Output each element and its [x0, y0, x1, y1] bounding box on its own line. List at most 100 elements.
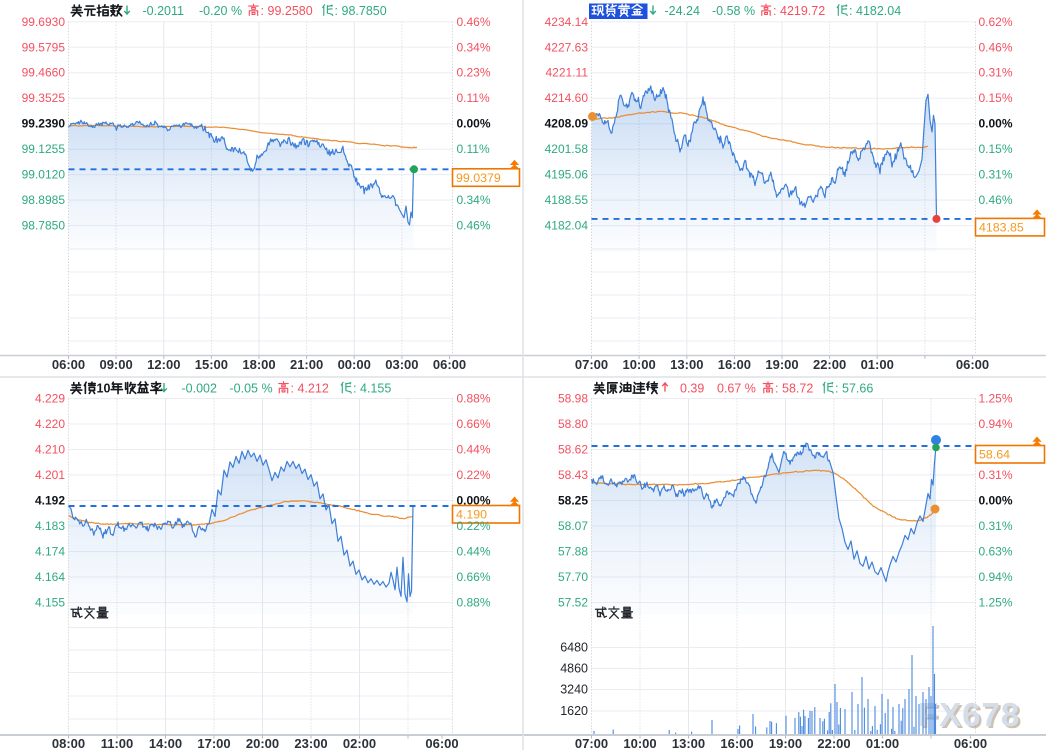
- svg-text:0.66%: 0.66%: [457, 417, 491, 431]
- svg-text:0.15%: 0.15%: [979, 142, 1013, 156]
- svg-text:0.46%: 0.46%: [457, 15, 491, 29]
- svg-text:0.11%: 0.11%: [457, 91, 490, 105]
- svg-text:1.25%: 1.25%: [979, 596, 1013, 610]
- svg-text:0.62%: 0.62%: [979, 15, 1013, 29]
- svg-text:0.39: 0.39: [680, 382, 704, 396]
- svg-text::: :: [353, 382, 356, 396]
- svg-text:-0.2011: -0.2011: [143, 4, 185, 18]
- svg-text:16:00: 16:00: [720, 736, 753, 750]
- svg-text:99.0120: 99.0120: [22, 168, 66, 182]
- svg-text:0.66%: 0.66%: [457, 570, 491, 584]
- svg-text:57.88: 57.88: [558, 545, 588, 559]
- svg-text:99.4660: 99.4660: [22, 66, 66, 80]
- svg-text:4182.04: 4182.04: [856, 4, 901, 18]
- svg-text:23:00: 23:00: [294, 736, 327, 750]
- svg-text:16:00: 16:00: [718, 357, 751, 372]
- svg-text:0.46%: 0.46%: [457, 219, 491, 233]
- svg-text:58.80: 58.80: [558, 417, 588, 431]
- svg-text:4227.63: 4227.63: [545, 40, 589, 54]
- svg-text:4.229: 4.229: [35, 392, 65, 406]
- svg-text:0.44%: 0.44%: [457, 545, 491, 559]
- svg-text:58.07: 58.07: [558, 519, 588, 533]
- svg-text:06:00: 06:00: [954, 736, 987, 750]
- svg-text:0.00%: 0.00%: [457, 117, 491, 131]
- svg-text:06:00: 06:00: [425, 736, 458, 750]
- svg-text:58.62: 58.62: [558, 443, 588, 457]
- svg-text::: :: [773, 4, 776, 18]
- svg-text:0.23%: 0.23%: [457, 66, 491, 80]
- svg-text:4.210: 4.210: [35, 443, 65, 457]
- svg-text:06:00: 06:00: [956, 357, 989, 372]
- svg-text:4.183: 4.183: [35, 519, 65, 533]
- svg-text:1620: 1620: [560, 704, 588, 718]
- svg-text:98.7850: 98.7850: [22, 219, 66, 233]
- svg-text:58.43: 58.43: [558, 468, 588, 482]
- svg-text:4182.04: 4182.04: [545, 219, 589, 233]
- svg-text:0.00%: 0.00%: [457, 494, 491, 508]
- svg-text:0.31%: 0.31%: [979, 168, 1013, 182]
- svg-text:4208.09: 4208.09: [545, 117, 589, 131]
- svg-text:0.67 %: 0.67 %: [717, 382, 756, 396]
- svg-text:99.5795: 99.5795: [22, 40, 66, 54]
- svg-text:17:00: 17:00: [197, 736, 230, 750]
- svg-text:22:00: 22:00: [813, 357, 846, 372]
- svg-text:13:00: 13:00: [670, 357, 703, 372]
- svg-text:0.46%: 0.46%: [979, 193, 1013, 207]
- svg-text:99.0379: 99.0379: [456, 171, 501, 185]
- svg-text:4.190: 4.190: [456, 508, 487, 522]
- svg-text:12:00: 12:00: [147, 357, 180, 372]
- svg-text:02:00: 02:00: [343, 736, 376, 750]
- svg-text:09:00: 09:00: [99, 357, 132, 372]
- svg-text:99.2580: 99.2580: [268, 4, 313, 18]
- svg-text:4.201: 4.201: [35, 468, 65, 482]
- svg-text::: :: [835, 382, 838, 396]
- svg-text:4234.14: 4234.14: [545, 15, 589, 29]
- svg-text:0.00%: 0.00%: [979, 494, 1013, 508]
- svg-text:4188.55: 4188.55: [545, 193, 589, 207]
- svg-text:01:00: 01:00: [866, 736, 899, 750]
- svg-text:0.31%: 0.31%: [979, 519, 1013, 533]
- svg-text:4219.72: 4219.72: [780, 4, 825, 18]
- svg-text:58.98: 58.98: [558, 392, 588, 406]
- svg-text:-24.24: -24.24: [665, 4, 700, 18]
- svg-text:4.164: 4.164: [35, 570, 65, 584]
- svg-text:0.34%: 0.34%: [457, 40, 491, 54]
- svg-text:0.94%: 0.94%: [979, 570, 1013, 584]
- svg-text:-0.58 %: -0.58 %: [712, 4, 755, 18]
- svg-text:0.15%: 0.15%: [979, 91, 1013, 105]
- svg-text:99.1255: 99.1255: [22, 142, 66, 156]
- svg-text:0.88%: 0.88%: [457, 596, 491, 610]
- svg-text:15:00: 15:00: [195, 357, 228, 372]
- svg-text::: :: [849, 4, 852, 18]
- svg-text:07:00: 07:00: [575, 357, 608, 372]
- svg-text:0.94%: 0.94%: [979, 417, 1013, 431]
- svg-text:1.25%: 1.25%: [979, 392, 1013, 406]
- svg-text:0.46%: 0.46%: [979, 40, 1013, 54]
- svg-text:10:00: 10:00: [623, 736, 656, 750]
- svg-text:4.155: 4.155: [360, 382, 391, 396]
- svg-text:4.212: 4.212: [298, 382, 329, 396]
- svg-text:22:00: 22:00: [817, 736, 850, 750]
- svg-text:58.72: 58.72: [782, 382, 813, 396]
- svg-text:4183.85: 4183.85: [979, 221, 1024, 235]
- svg-text:58.25: 58.25: [558, 494, 588, 508]
- svg-text:-0.002: -0.002: [182, 382, 217, 396]
- svg-text:0.22%: 0.22%: [457, 468, 491, 482]
- svg-text::: :: [261, 4, 264, 18]
- svg-text:0.88%: 0.88%: [457, 392, 491, 406]
- svg-text::: :: [335, 4, 338, 18]
- svg-text:0.31%: 0.31%: [979, 468, 1013, 482]
- svg-text:14:00: 14:00: [149, 736, 182, 750]
- svg-text:-0.20 %: -0.20 %: [199, 4, 242, 18]
- svg-text:4.174: 4.174: [35, 545, 65, 559]
- svg-text:11:00: 11:00: [101, 736, 134, 750]
- svg-text:06:00: 06:00: [52, 357, 85, 372]
- svg-text:3240: 3240: [560, 683, 588, 697]
- svg-text:57.70: 57.70: [558, 570, 588, 584]
- svg-text:4.155: 4.155: [35, 596, 65, 610]
- svg-text::: :: [291, 382, 294, 396]
- svg-text:19:00: 19:00: [765, 357, 798, 372]
- svg-text:21:00: 21:00: [290, 357, 323, 372]
- svg-text:10: 10: [97, 382, 111, 396]
- svg-text:0.22%: 0.22%: [457, 519, 491, 533]
